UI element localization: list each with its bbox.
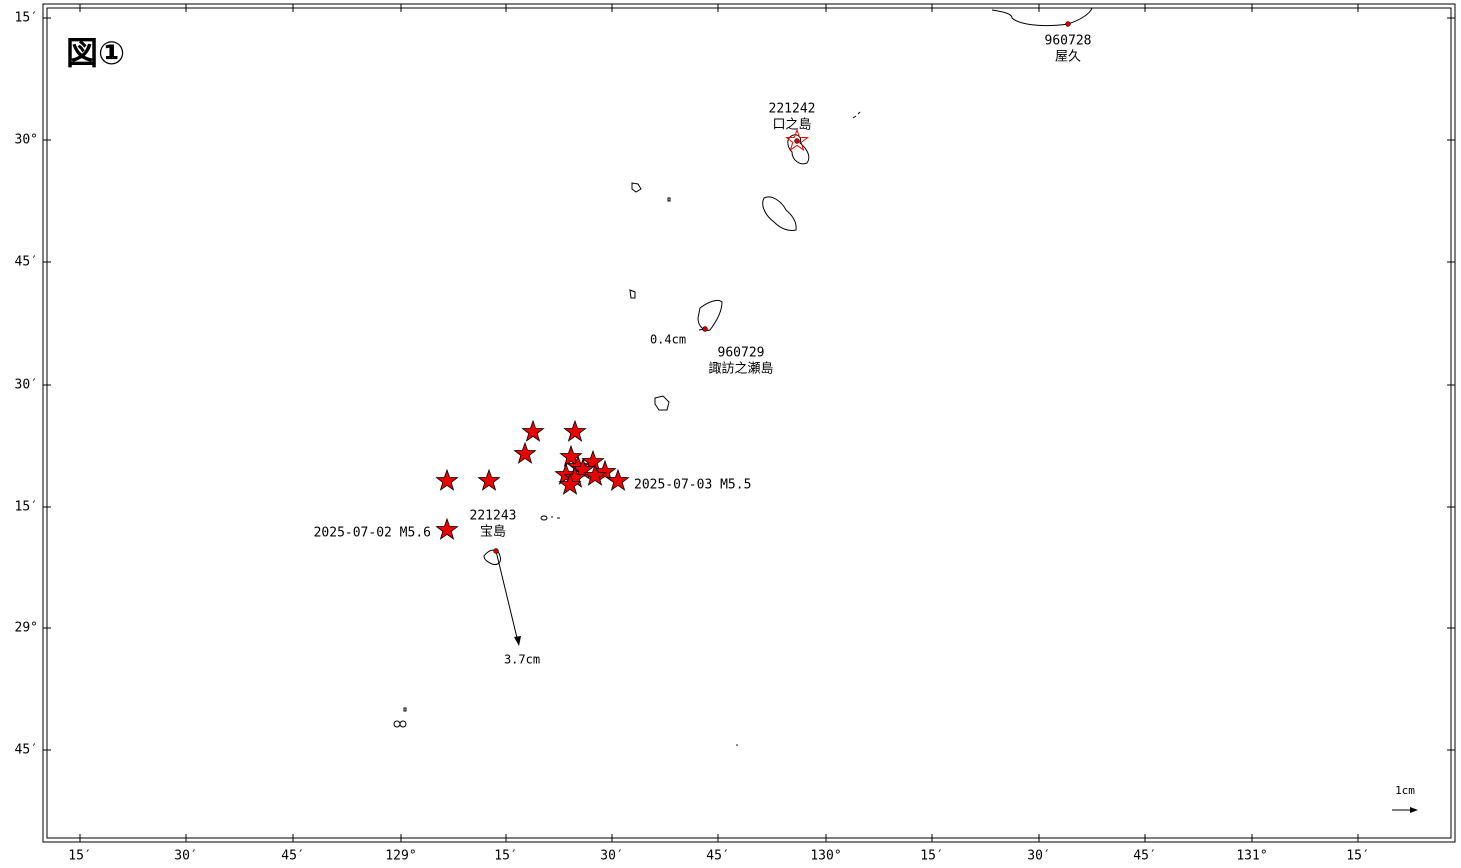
earthquake-star bbox=[593, 459, 617, 482]
lon-label: 15′ bbox=[920, 849, 943, 864]
station-star bbox=[785, 128, 809, 152]
station-marker bbox=[702, 326, 708, 332]
station-code: 960728 bbox=[1045, 34, 1092, 49]
coastlines bbox=[393, 7, 1093, 746]
lat-label: 15′ bbox=[15, 500, 38, 515]
coast-nakanoshima bbox=[762, 196, 797, 231]
station-marker bbox=[794, 138, 800, 144]
station-name: 屋久 bbox=[1055, 50, 1081, 65]
earthquake-star bbox=[606, 468, 630, 491]
coast-islet bbox=[629, 289, 636, 299]
lon-label: 130° bbox=[810, 849, 841, 864]
title-box bbox=[52, 30, 152, 78]
lon-label: 45′ bbox=[706, 849, 729, 864]
station-marker bbox=[1065, 21, 1071, 27]
lon-label: 30′ bbox=[1027, 849, 1050, 864]
lon-label: 45′ bbox=[1133, 849, 1156, 864]
coast-islet bbox=[736, 744, 738, 746]
station-code: 960729 bbox=[718, 346, 765, 361]
coast-islet bbox=[631, 182, 642, 193]
lon-label: 129° bbox=[385, 849, 416, 864]
earthquake-star bbox=[477, 468, 501, 491]
station-code: 221243 bbox=[470, 509, 517, 524]
earthquake-star bbox=[559, 444, 583, 467]
frame-inner bbox=[46, 7, 1452, 839]
earthquake-star bbox=[563, 419, 587, 442]
coast-akusekijima bbox=[654, 395, 670, 411]
lat-label: 30′ bbox=[15, 378, 38, 393]
station-code: 221242 bbox=[769, 102, 816, 117]
vector-label: 3.7cm bbox=[504, 653, 540, 667]
vector-arrow bbox=[495, 550, 519, 643]
frame-outer bbox=[42, 3, 1456, 843]
station-name: 諏訪之瀬島 bbox=[708, 361, 773, 377]
earthquake-star bbox=[583, 463, 607, 486]
station-name: 口之島 bbox=[772, 118, 811, 133]
earthquake-star bbox=[513, 441, 537, 464]
coast-yokoate bbox=[393, 707, 407, 728]
earthquake-star bbox=[435, 468, 459, 491]
lon-label: 15′ bbox=[68, 849, 91, 864]
lat-label: 30° bbox=[15, 133, 38, 148]
coast-islet bbox=[852, 111, 861, 119]
vector-arrowhead bbox=[514, 636, 521, 646]
earthquake-star bbox=[435, 517, 459, 540]
station-name: 宝島 bbox=[480, 525, 506, 540]
earthquake-star bbox=[558, 472, 582, 495]
coast-yakushima bbox=[991, 7, 1093, 27]
lat-label: 15′ bbox=[15, 11, 38, 26]
lon-label: 45′ bbox=[281, 849, 304, 864]
lon-label: 15′ bbox=[1346, 849, 1369, 864]
scale-label: 1cm bbox=[1395, 784, 1415, 797]
earthquake-star bbox=[566, 454, 590, 477]
scale-arrowhead bbox=[1410, 807, 1418, 813]
lon-label: 131° bbox=[1236, 849, 1267, 864]
station-marker bbox=[493, 548, 499, 554]
lon-label: 30′ bbox=[174, 849, 197, 864]
vector-label: 0.4cm bbox=[650, 333, 686, 347]
coast-islet bbox=[667, 197, 671, 202]
lon-label: 30′ bbox=[600, 849, 623, 864]
figure-title: 図① bbox=[66, 34, 125, 72]
event-label: 2025-07-02 M5.6 bbox=[314, 526, 431, 541]
lon-label: 15′ bbox=[494, 849, 517, 864]
earthquake-star bbox=[521, 419, 545, 442]
event-label: 2025-07-03 M5.5 bbox=[634, 478, 751, 493]
lat-label: 45′ bbox=[15, 255, 38, 270]
lat-label: 29° bbox=[15, 621, 38, 636]
coast-kojima bbox=[540, 515, 560, 521]
coast-suwanosejima bbox=[697, 299, 723, 331]
lat-label: 45′ bbox=[15, 743, 38, 758]
